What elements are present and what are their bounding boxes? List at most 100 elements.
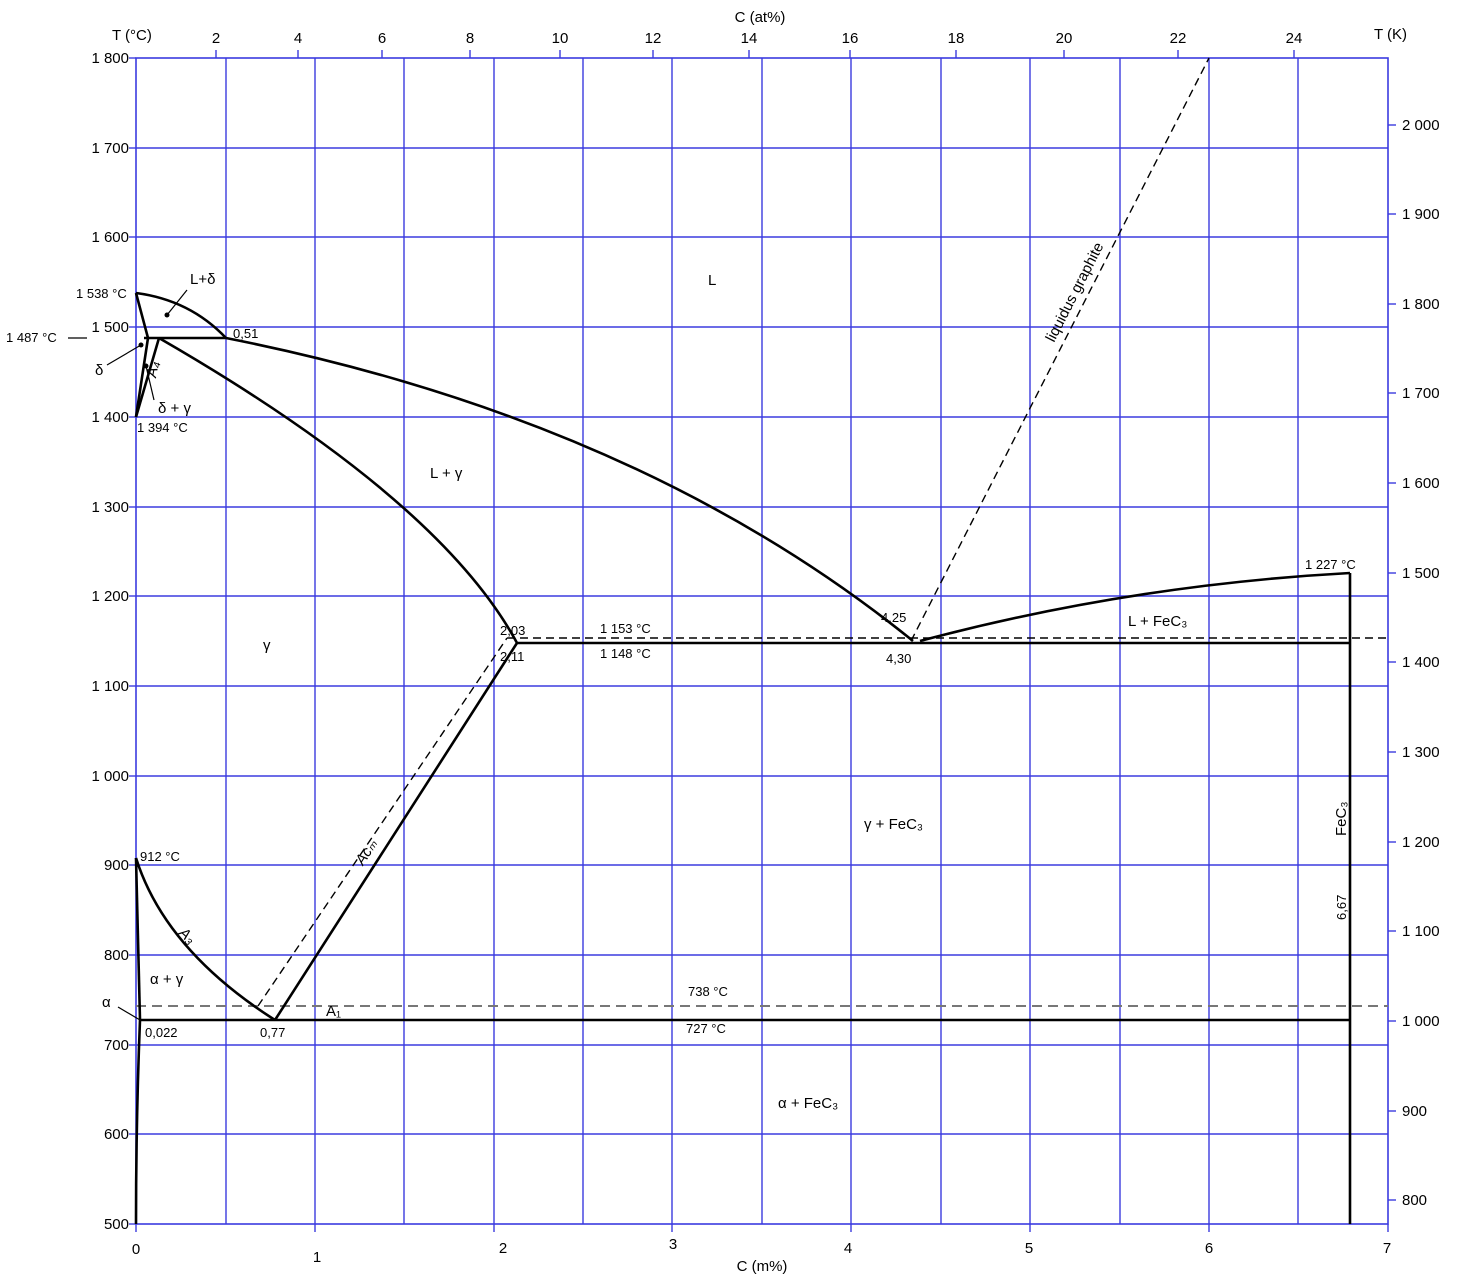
label-051: 0,51 xyxy=(233,326,258,341)
label-077: 0,77 xyxy=(260,1025,285,1040)
left-tick-label: 500 xyxy=(104,1216,129,1233)
left-tick-label: 1 500 xyxy=(91,319,129,336)
label-667: 6,67 xyxy=(1334,895,1349,920)
solidus-delta xyxy=(134,292,150,339)
dot-delta xyxy=(138,342,144,348)
region-labels: L L+δ δ δ + γ L + γ γ L + FeC₃ γ + FeC₃ … xyxy=(95,271,1350,1112)
liquidus-gamma xyxy=(225,336,914,643)
left-tick-label: 1 600 xyxy=(91,229,129,246)
label-1153: 1 153 °C xyxy=(600,621,651,636)
top-tick-label: 6 xyxy=(378,30,386,47)
left-tick-label: 1 700 xyxy=(91,140,129,157)
alpha-solubility xyxy=(134,1019,142,1225)
left-tick-label: 600 xyxy=(104,1126,129,1143)
acm-line xyxy=(273,642,519,1021)
bottom-axis-title: C (m%) xyxy=(737,1258,788,1275)
top-tick-label: 20 xyxy=(1056,30,1073,47)
region-FeC3: FeC₃ xyxy=(1333,802,1350,836)
bottom-tick-label: 5 xyxy=(1025,1240,1033,1257)
label-203: 2,03 xyxy=(500,623,525,638)
bottom-tick-label: 3 xyxy=(669,1236,677,1253)
region-alpha: α xyxy=(102,994,111,1011)
top-axis-title: C (at%) xyxy=(735,9,786,26)
label-430: 4,30 xyxy=(886,651,911,666)
right-axis-labels: 2 000 1 900 1 800 1 700 1 600 1 500 1 40… xyxy=(1402,117,1440,1209)
region-L-gamma: L + γ xyxy=(430,465,463,482)
label-0022: 0,022 xyxy=(145,1025,178,1040)
leader-L-delta xyxy=(166,289,188,316)
region-L: L xyxy=(708,272,716,289)
dashed-lines xyxy=(136,57,1388,1007)
top-tick-label: 10 xyxy=(552,30,569,47)
top-tick-label: 12 xyxy=(645,30,662,47)
label-A1: A₁ xyxy=(326,1003,341,1020)
top-tick-label: 4 xyxy=(294,30,302,47)
label-425: 4,25 xyxy=(881,610,906,625)
right-tick-label: 1 900 xyxy=(1402,206,1440,223)
left-tick-label: 700 xyxy=(104,1037,129,1054)
liquidus-graphite-line xyxy=(910,57,1210,642)
a3-line xyxy=(134,857,276,1022)
right-tick-label: 800 xyxy=(1402,1192,1427,1209)
left-axis-labels: 1 800 1 700 1 600 1 500 1 400 1 300 1 20… xyxy=(91,50,129,1233)
leader-a4 xyxy=(145,365,155,401)
left-tick-label: 1 200 xyxy=(91,588,129,605)
left-tick-label: 1 400 xyxy=(91,409,129,426)
top-tick-label: 22 xyxy=(1170,30,1187,47)
right-tick-label: 1 100 xyxy=(1402,923,1440,940)
label-A4: A₄ xyxy=(143,360,163,380)
label-1148: 1 148 °C xyxy=(600,646,651,661)
right-tick-label: 1 400 xyxy=(1402,654,1440,671)
leader-lines xyxy=(68,289,188,1021)
region-L-FeC3: L + FeC₃ xyxy=(1128,613,1187,630)
bottom-tick-label: 0 xyxy=(132,1241,140,1258)
liquidus-cementite xyxy=(919,571,1351,643)
label-1487: 1 487 °C xyxy=(6,330,57,345)
region-alpha-FeC3: α + FeC₃ xyxy=(778,1095,838,1112)
label-211: 2,11 xyxy=(500,649,524,664)
region-gamma: γ xyxy=(263,637,271,654)
right-tick-label: 1 800 xyxy=(1402,296,1440,313)
dot-L-delta xyxy=(164,312,170,318)
top-tick-label: 2 xyxy=(212,30,220,47)
leader-delta xyxy=(106,344,142,366)
label-727: 727 °C xyxy=(686,1021,726,1036)
left-tick-label: 800 xyxy=(104,947,129,964)
region-alpha-gamma: α + γ xyxy=(150,971,184,988)
top-axis-labels: 2 4 6 8 10 12 14 16 18 20 22 24 xyxy=(212,30,1303,47)
right-tick-label: 1 500 xyxy=(1402,565,1440,582)
left-tick-label: 900 xyxy=(104,857,129,874)
bottom-tick-label: 7 xyxy=(1383,1240,1391,1257)
bottom-tick-label: 4 xyxy=(844,1240,852,1257)
left-tick-label: 1 100 xyxy=(91,678,129,695)
delta-gamma-right xyxy=(134,337,161,418)
phase-boundaries xyxy=(134,291,1352,1225)
right-tick-label: 1 600 xyxy=(1402,475,1440,492)
label-1538: 1 538 °C xyxy=(76,286,127,301)
top-tick-label: 18 xyxy=(948,30,965,47)
grid xyxy=(135,57,1389,1225)
top-tick-label: 16 xyxy=(842,30,859,47)
label-A3: A₃ xyxy=(175,924,199,948)
right-tick-label: 1 000 xyxy=(1402,1013,1440,1030)
dot-a4 xyxy=(143,363,149,369)
acm-graphite-line xyxy=(257,637,508,1007)
region-delta: δ xyxy=(95,362,103,379)
bottom-tick-label: 6 xyxy=(1205,1240,1213,1257)
label-1394: 1 394 °C xyxy=(137,420,188,435)
label-912: 912 °C xyxy=(140,849,180,864)
label-1227: 1 227 °C xyxy=(1305,557,1356,572)
right-tick-label: 900 xyxy=(1402,1103,1427,1120)
right-tick-label: 1 700 xyxy=(1402,385,1440,402)
left-tick-label: 1 300 xyxy=(91,499,129,516)
right-axis-title: T (K) xyxy=(1374,26,1407,43)
top-tick-label: 8 xyxy=(466,30,474,47)
bottom-axis-labels: 0 1 2 3 4 5 6 7 xyxy=(132,1236,1391,1266)
bottom-tick-label: 1 xyxy=(313,1249,321,1266)
region-gamma-FeC3: γ + FeC₃ xyxy=(864,816,923,833)
right-tick-label: 2 000 xyxy=(1402,117,1440,134)
solidus-gamma xyxy=(158,336,519,644)
left-axis-title: T (°C) xyxy=(112,27,152,44)
label-738: 738 °C xyxy=(688,984,728,999)
